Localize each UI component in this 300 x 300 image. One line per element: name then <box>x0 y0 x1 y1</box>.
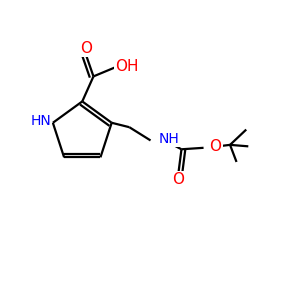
Text: HN: HN <box>30 114 51 128</box>
Text: O: O <box>80 41 92 56</box>
Text: O: O <box>172 172 184 187</box>
Text: O: O <box>209 139 221 154</box>
Text: NH: NH <box>159 132 179 146</box>
Text: OH: OH <box>115 58 139 74</box>
